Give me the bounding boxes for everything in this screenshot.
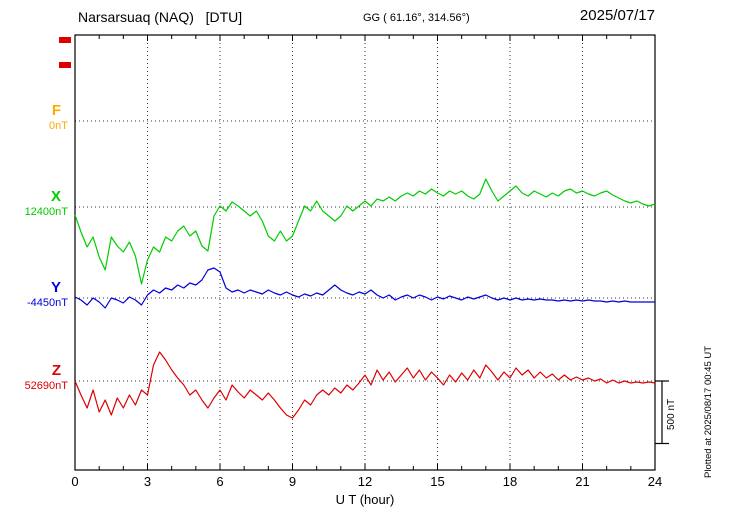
scale-bar-label: 500 nT [666,398,677,430]
plot-date: 2025/07/17 [579,7,655,24]
x-tick-label: 6 [216,474,224,489]
trace-X [74,178,656,285]
axis-label-x: X 12400nT [0,189,70,219]
trace-Y [74,267,655,309]
x-tick-label: 21 [575,474,590,489]
axis-label-f: F 0nT [0,103,70,133]
offscale-marker [59,37,71,43]
geographic-coordinates: GG ( 61.16°, 314.56°) [363,12,470,24]
x-tick-label: 0 [71,474,79,489]
x-axis-label: U T (hour) [335,492,395,507]
plot-frame [74,34,656,471]
plotted-timestamp: Plotted at 2025/08/17 00:45 UT [703,345,714,478]
component-baseline-y: -4450nT [27,297,68,309]
station-title: Narsarsuaq (NAQ) [DTU] [78,9,243,25]
x-tick-label: 24 [647,474,663,489]
x-tick-label: 18 [502,474,518,489]
offscale-marker [59,62,71,68]
component-baseline-x: 12400nT [24,206,68,218]
x-tick-label: 9 [288,474,297,489]
component-letter-y: Y [50,279,61,296]
component-baseline-f: 0nT [49,120,68,132]
x-tick-label: 3 [143,474,152,489]
trace-Z [74,351,656,419]
component-letter-f: F [51,102,61,119]
component-letter-z: Z [51,362,61,379]
x-tick-label: 15 [430,474,445,489]
x-tick-label: 12 [357,474,373,489]
axis-label-z: Z 52690nT [0,363,70,393]
axis-label-y: Y -4450nT [0,280,70,310]
component-letter-x: X [50,188,61,205]
component-baseline-z: 52690nT [24,380,68,392]
